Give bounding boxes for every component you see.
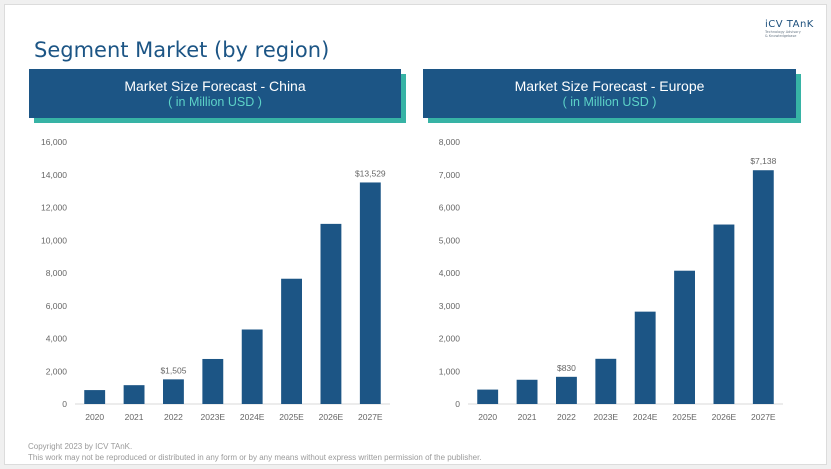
footer: Copyright 2023 by ICV TAnK. This work ma… <box>28 441 482 463</box>
europe-y-tick-label: 5,000 <box>439 235 461 245</box>
europe-y-tick-label: 2,000 <box>439 334 461 344</box>
china-x-tick-label: 2026E <box>319 412 344 422</box>
china-y-tick-label: 10,000 <box>41 235 67 245</box>
europe-y-tick-label: 8,000 <box>439 137 461 147</box>
europe-x-tick-label: 2021 <box>518 412 537 422</box>
china-y-tick-label: 2,000 <box>46 366 68 376</box>
china-x-tick-label: 2020 <box>85 412 104 422</box>
china-y-tick-label: 8,000 <box>46 268 68 278</box>
logo-tagline-2: & Knowledgebase <box>765 34 797 38</box>
europe-bar-2020 <box>477 389 499 404</box>
china-chart-subtitle: ( in Million USD ) <box>168 95 262 109</box>
china-bar-chart: 0 2,000 4,000 6,000 8,000 10,000 12,000 14,000 1… <box>41 137 390 422</box>
europe-bar-chart: 0 1,000 2,000 3,000 4,000 5,000 6,000 7,000 8,00… <box>439 137 783 422</box>
company-logo: iCV TAnK Technology Advisory & Knowledge… <box>765 19 821 38</box>
logo-tagline-1: Technology Advisory <box>765 30 801 34</box>
china-x-tick-label: 2023E <box>201 412 226 422</box>
china-y-tick-label: 4,000 <box>46 334 68 344</box>
europe-chart-title: Market Size Forecast - Europe <box>514 78 705 94</box>
china-x-tick-label: 2025E <box>279 412 304 422</box>
europe-bar-2025e <box>674 270 695 404</box>
europe-y-tick-label: 0 <box>455 399 460 409</box>
europe-chart-subtitle: ( in Million USD ) <box>562 95 657 109</box>
europe-y-tick-label: 3,000 <box>439 301 461 311</box>
europe-x-tick-label: 2025E <box>672 412 697 422</box>
europe-data-label: $7,138 <box>750 156 776 166</box>
europe-y-tick-label: 7,000 <box>439 170 461 180</box>
china-bar-2027e <box>359 182 381 404</box>
china-bar-2023e <box>202 358 224 404</box>
china-y-tick-label: 16,000 <box>41 137 67 147</box>
europe-bar-2027e <box>752 170 774 404</box>
china-y-tick-label: 6,000 <box>46 301 68 311</box>
europe-bar-2021 <box>516 379 538 404</box>
china-y-tick-label: 12,000 <box>41 203 67 213</box>
footer-copyright: Copyright 2023 by ICV TAnK. <box>28 442 133 451</box>
slide: Segment Market (by region) iCV TAnK Tech… <box>4 4 827 465</box>
europe-y-tick-label: 1,000 <box>439 366 461 376</box>
europe-x-tick-label: 2023E <box>594 412 619 422</box>
europe-x-tick-label: 2026E <box>712 412 737 422</box>
china-chart-title: Market Size Forecast - China <box>124 78 306 94</box>
europe-x-tick-label: 2024E <box>633 412 658 422</box>
europe-chart-header: Market Size Forecast - Europe ( in Milli… <box>423 69 796 118</box>
europe-bar-2022 <box>556 376 577 404</box>
china-bar-2026e <box>320 223 342 404</box>
china-x-tick-label: 2021 <box>125 412 144 422</box>
europe-data-label: $830 <box>557 363 576 373</box>
china-y-tick-label: 14,000 <box>41 170 67 180</box>
china-chart-header: Market Size Forecast - China ( in Millio… <box>29 69 401 118</box>
europe-x-tick-label: 2027E <box>751 412 776 422</box>
europe-bar-2026e <box>713 224 735 404</box>
logo-name: iCV TAnK <box>765 19 814 30</box>
china-bar-2022 <box>163 379 184 404</box>
europe-x-tick-label: 2022 <box>557 412 576 422</box>
europe-x-tick-label: 2020 <box>478 412 497 422</box>
europe-y-tick-label: 4,000 <box>439 268 461 278</box>
footer-disclaimer: This work may not be reproduced or distr… <box>28 453 482 462</box>
europe-bar-2023e <box>595 358 617 404</box>
europe-bar-2024e <box>634 311 656 404</box>
china-bar-2025e <box>281 278 302 404</box>
china-data-label: $13,529 <box>355 168 386 178</box>
china-bar-2020 <box>84 390 106 404</box>
china-y-tick-label: 0 <box>62 399 67 409</box>
china-x-tick-label: 2022 <box>164 412 183 422</box>
china-bar-2024e <box>241 329 263 404</box>
china-x-tick-label: 2027E <box>358 412 383 422</box>
china-bar-2021 <box>123 385 145 404</box>
europe-y-tick-label: 6,000 <box>439 203 461 213</box>
page-title: Segment Market (by region) <box>34 38 330 62</box>
china-x-tick-label: 2024E <box>240 412 265 422</box>
china-data-label: $1,505 <box>160 365 186 375</box>
